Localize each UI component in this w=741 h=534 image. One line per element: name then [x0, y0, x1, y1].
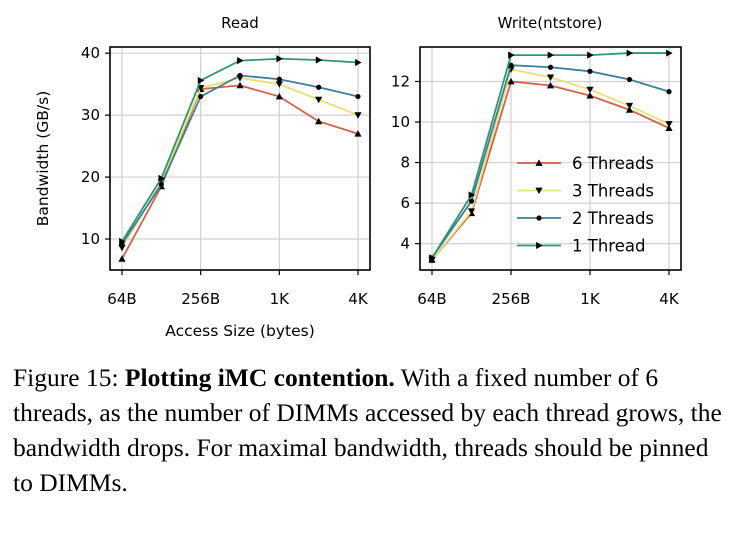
data-point: [547, 51, 555, 59]
data-point: [158, 181, 164, 188]
data-point: [665, 121, 673, 128]
data-point: [158, 174, 165, 182]
y-tick-label: 12: [391, 72, 410, 90]
y-tick-label: 4: [400, 235, 410, 253]
data-point: [508, 62, 514, 68]
plot-frame: [419, 46, 682, 271]
legend-entry: 3 Threads: [572, 182, 654, 201]
y-tick-label: 8: [400, 154, 410, 172]
data-point: [626, 76, 633, 83]
data-point: [355, 93, 361, 100]
data-point: [666, 49, 673, 57]
data-point: [355, 58, 362, 67]
data-point: [276, 76, 282, 82]
data-point: [625, 102, 634, 110]
data-point: [508, 51, 515, 59]
data-point: [587, 51, 594, 59]
data-point: [429, 254, 436, 262]
data-point: [625, 106, 634, 113]
legend-marker: [536, 241, 543, 250]
series-line-3-threads: [121, 77, 359, 249]
data-point: [586, 86, 594, 94]
data-point: [354, 130, 362, 137]
data-point: [118, 255, 126, 262]
data-point: [546, 81, 555, 89]
x-tick-label: 64B: [107, 290, 136, 308]
data-point: [547, 64, 554, 70]
data-point: [315, 96, 323, 104]
x-tick-label: 256B: [181, 290, 220, 308]
y-tick-label: 6: [400, 194, 410, 212]
data-point: [587, 68, 593, 74]
x-axis-label: Access Size (bytes): [165, 322, 315, 340]
chart-title: Read: [221, 14, 259, 32]
chart-title: Write(ntstore): [498, 14, 603, 32]
legend-marker: [536, 215, 542, 221]
data-point: [315, 56, 323, 64]
caption-bold: Plotting iMC contention.: [124, 363, 395, 392]
y-tick-label: 20: [81, 168, 100, 186]
data-point: [237, 57, 244, 65]
data-point: [546, 74, 555, 82]
data-point: [315, 117, 323, 125]
y-tick-label: 10: [391, 113, 410, 131]
data-point: [276, 55, 283, 63]
data-point: [626, 49, 634, 57]
data-point: [236, 81, 244, 89]
legend-marker: [535, 159, 543, 166]
series-line-6-threads: [121, 84, 359, 260]
caption-label: Figure 15:: [13, 363, 125, 392]
data-point: [665, 124, 673, 131]
data-point: [275, 92, 283, 100]
x-tick-label: 4K: [659, 290, 680, 308]
legend-entry: 2 Threads: [572, 209, 654, 228]
x-tick-label: 1K: [580, 290, 601, 308]
x-tick-label: 64B: [417, 290, 446, 308]
data-point: [118, 244, 126, 252]
data-point: [275, 81, 283, 88]
y-tick-label: 30: [81, 106, 100, 124]
chart-panel-1: 64B 256B 1K 4K 10 20 30 40 Read Access Size (byte…: [34, 14, 371, 340]
caption-text: With a fixed number of 6 threads, as the…: [13, 363, 722, 497]
y-axis-label: Bandwidth (GB/s): [34, 91, 52, 226]
data-point: [198, 93, 204, 100]
legend-entry: 6 Threads: [572, 154, 654, 173]
x-tick-label: 4K: [348, 290, 369, 308]
data-point: [119, 237, 126, 246]
data-point: [316, 84, 322, 90]
data-point: [197, 76, 205, 85]
legend: 6 Threads 3 Threads 2 Threads 1 Thread: [517, 154, 654, 256]
plot-frame: [109, 46, 371, 271]
data-point: [467, 208, 476, 215]
legend-entry: 1 Thread: [572, 237, 645, 256]
data-point: [468, 191, 476, 199]
legend-marker: [535, 187, 543, 195]
chart-panel-2: 64B 256B 1K 4K 4 6 8 10 12 Write(ntstore) 6 Thread…: [391, 14, 682, 308]
y-tick-label: 10: [81, 230, 100, 248]
data-point: [586, 92, 594, 99]
figure-charts: 64B 256B 1K 4K 10 20 30 40 Read Access Size (byte…: [34, 14, 682, 340]
data-point: [507, 66, 515, 73]
figure-caption: Figure 15: Plotting iMC contention. With…: [13, 360, 728, 500]
data-point: [507, 77, 515, 85]
y-tick-label: 40: [81, 44, 100, 62]
data-point: [354, 112, 362, 119]
data-point: [666, 89, 672, 95]
data-point: [468, 198, 475, 204]
x-tick-label: 1K: [270, 290, 291, 308]
data-point: [237, 72, 243, 79]
x-tick-label: 256B: [492, 290, 531, 308]
